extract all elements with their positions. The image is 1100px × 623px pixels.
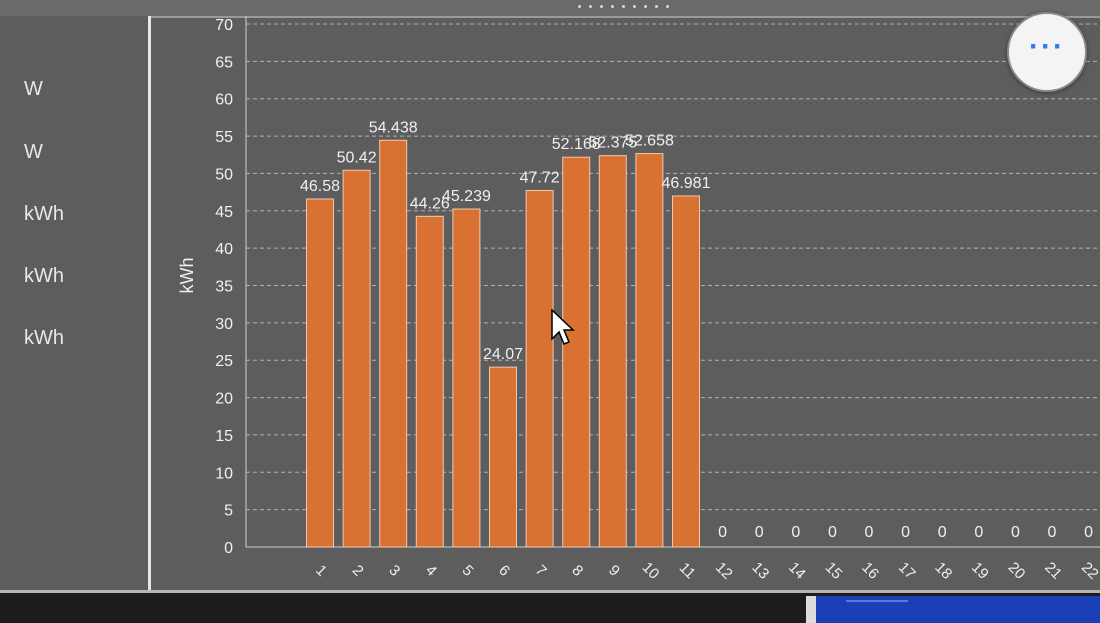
y-tick-label-70: 70 <box>215 17 233 34</box>
value-label-12: 0 <box>718 524 727 541</box>
y-tick-label-60: 60 <box>215 92 233 109</box>
y-tick-label-35: 35 <box>215 279 233 296</box>
value-label-18: 0 <box>938 524 947 541</box>
y-tick-label-25: 25 <box>215 353 233 370</box>
x-tick-label-16: 16 <box>858 559 882 583</box>
value-label-15: 0 <box>828 524 837 541</box>
drag-handle[interactable] <box>578 5 682 11</box>
x-tick-label-18: 18 <box>931 559 955 583</box>
unit-label-3: kWh <box>24 203 64 225</box>
unit-label-5: kWh <box>24 327 64 349</box>
y-tick-label-30: 30 <box>215 316 233 333</box>
value-label-4: 44.26 <box>410 195 450 212</box>
y-tick-label-20: 20 <box>215 391 233 408</box>
side-panel: W W kWh kWh kWh <box>0 16 151 590</box>
value-label-21: 0 <box>1048 524 1057 541</box>
arrow-cursor-icon <box>551 309 575 345</box>
value-label-8: 52.168 <box>552 136 601 153</box>
y-tick-label-45: 45 <box>215 204 233 221</box>
x-tick-label-3: 3 <box>385 562 403 580</box>
x-tick-label-14: 14 <box>785 559 809 583</box>
value-label-17: 0 <box>901 524 910 541</box>
chart-area: 0 5 10 15 20 25 30 35 40 45 50 55 60 65 70 kWh 46.58 1 50.… <box>151 16 1100 590</box>
bar-11 <box>672 195 700 548</box>
x-tick-label-5: 5 <box>459 562 477 580</box>
bar-2 <box>342 169 371 548</box>
bar-7 <box>525 189 554 548</box>
y-tick-label-50: 50 <box>215 166 233 183</box>
x-tick-label-13: 13 <box>748 559 772 583</box>
bar-5 <box>452 208 481 548</box>
value-label-10: 52.658 <box>625 133 674 150</box>
unit-label-2: W <box>24 141 43 163</box>
value-label-14: 0 <box>791 524 800 541</box>
x-tick-label-1: 1 <box>312 562 330 580</box>
x-tick-label-17: 17 <box>895 559 919 583</box>
bar-8 <box>562 156 591 548</box>
bar-9 <box>598 155 627 548</box>
x-tick-label-4: 4 <box>422 562 440 580</box>
value-label-20: 0 <box>1011 524 1020 541</box>
value-label-6: 24.07 <box>483 346 523 363</box>
value-label-1: 46.58 <box>300 178 340 195</box>
bar-10 <box>635 153 664 548</box>
x-tick-label-9: 9 <box>605 562 623 580</box>
value-label-2: 50.42 <box>337 149 377 166</box>
x-tick-label-10: 10 <box>639 559 663 583</box>
bar-1 <box>306 198 334 548</box>
x-tick-label-8: 8 <box>568 562 586 580</box>
value-label-7: 47.72 <box>520 169 560 186</box>
value-label-13: 0 <box>755 524 764 541</box>
unit-label-1: W <box>24 78 43 100</box>
y-tick-label-10: 10 <box>215 465 233 482</box>
x-tick-label-12: 12 <box>712 559 736 583</box>
more-options-icon: ··· <box>1029 30 1065 63</box>
bottom-bar <box>0 590 1100 623</box>
x-tick-label-20: 20 <box>1005 559 1029 583</box>
value-label-3: 54.438 <box>369 119 418 136</box>
unit-label-4: kWh <box>24 265 64 287</box>
more-options-button[interactable]: ··· <box>1007 12 1087 92</box>
value-label-19: 0 <box>974 524 983 541</box>
y-tick-label-0: 0 <box>224 540 233 557</box>
value-label-5: 45.239 <box>442 188 491 205</box>
x-tick-label-22: 22 <box>1078 559 1100 583</box>
top-strip <box>0 0 1100 18</box>
bar-chart: 0510152025303540455055606570kWh46.58150.… <box>177 16 1100 583</box>
x-tick-label-2: 2 <box>349 562 367 580</box>
y-axis-title: kWh <box>177 258 197 294</box>
y-tick-label-55: 55 <box>215 129 233 146</box>
y-tick-label-65: 65 <box>215 54 233 71</box>
bar-6 <box>489 366 517 548</box>
y-tick-label-5: 5 <box>224 503 233 520</box>
x-tick-label-19: 19 <box>968 559 992 583</box>
value-label-11: 46.981 <box>662 175 711 192</box>
value-label-9: 52.375 <box>588 135 637 152</box>
x-tick-label-11: 11 <box>676 559 699 582</box>
x-tick-label-6: 6 <box>495 562 513 580</box>
bar-4 <box>415 215 444 548</box>
value-label-16: 0 <box>865 524 874 541</box>
value-label-22: 0 <box>1084 524 1093 541</box>
x-tick-label-7: 7 <box>532 562 550 580</box>
x-tick-label-15: 15 <box>822 559 846 583</box>
y-tick-label-40: 40 <box>215 241 233 258</box>
y-tick-label-15: 15 <box>215 428 233 445</box>
bottom-bar-highlight <box>806 596 1100 623</box>
bar-3 <box>379 139 408 548</box>
x-tick-label-21: 21 <box>1041 559 1065 583</box>
